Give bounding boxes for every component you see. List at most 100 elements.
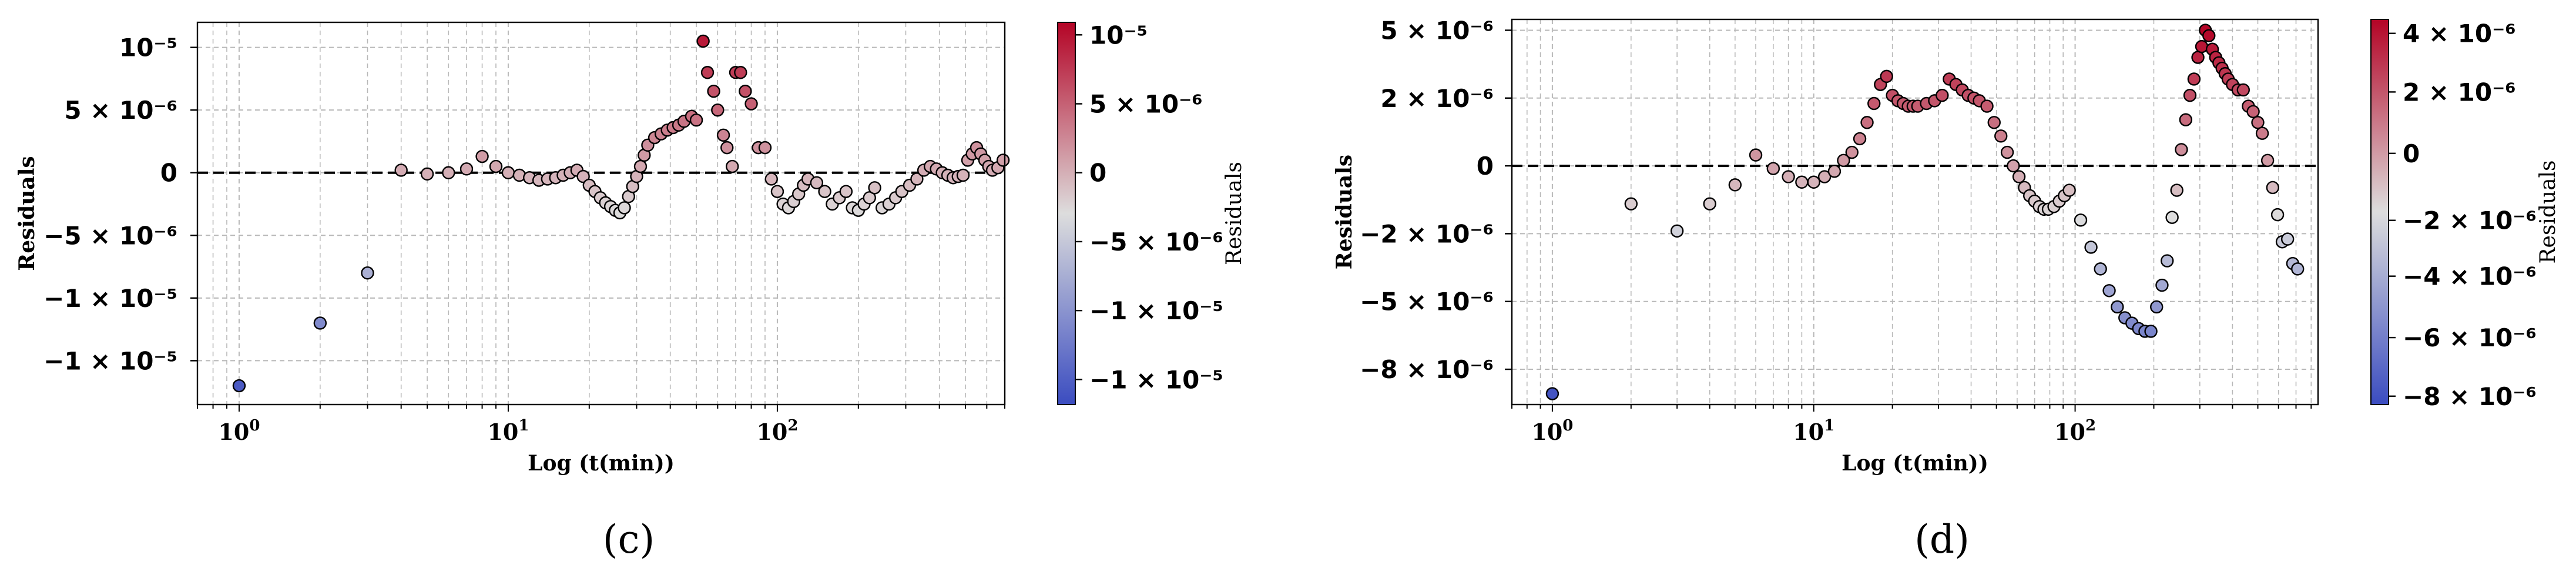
data-point bbox=[726, 159, 739, 173]
data-point bbox=[863, 191, 876, 205]
x-tick-base: 10 bbox=[756, 419, 787, 445]
data-point bbox=[734, 66, 747, 79]
data-point bbox=[818, 185, 831, 198]
data-point bbox=[1827, 165, 1842, 178]
colorbar bbox=[2370, 19, 2389, 405]
data-point bbox=[313, 316, 327, 330]
colorbar-tick-label: 0 bbox=[2403, 139, 2420, 168]
data-point bbox=[2144, 325, 2158, 338]
data-point bbox=[2202, 29, 2216, 42]
data-point bbox=[459, 162, 474, 176]
x-tick-base: 10 bbox=[1793, 419, 1824, 445]
data-point bbox=[689, 113, 703, 127]
x-tick-base: 10 bbox=[2054, 419, 2085, 445]
data-point bbox=[868, 181, 881, 195]
data-point bbox=[696, 34, 710, 48]
data-point bbox=[910, 172, 924, 186]
colorbar-tick-label: 2 × 10⁻⁶ bbox=[2403, 78, 2516, 106]
data-point bbox=[1545, 387, 1559, 400]
plot-frame bbox=[1511, 18, 2319, 406]
x-tick-label: 100 bbox=[1531, 417, 1573, 445]
data-point bbox=[1728, 178, 1742, 192]
data-point bbox=[810, 176, 824, 189]
chart-panel: 10⁻⁵ 5 × 10⁻⁶ 0 −5 × 10⁻⁶ −1 × 10⁻⁵ −1 × 10⁻⁵… bbox=[15, 21, 1246, 562]
data-point bbox=[2084, 240, 2098, 254]
colorbar-tick-label: 10⁻⁵ bbox=[1089, 21, 1148, 49]
data-point bbox=[232, 379, 246, 393]
y-tick-label: 0 bbox=[1477, 152, 1494, 181]
data-point bbox=[1853, 132, 1867, 146]
data-point bbox=[2260, 153, 2275, 168]
data-point bbox=[1994, 129, 2008, 143]
data-point bbox=[2102, 284, 2116, 298]
colorbar-tick-label: −2 × 10⁻⁶ bbox=[2403, 206, 2537, 235]
x-tick-base: 10 bbox=[218, 419, 249, 445]
data-point bbox=[1782, 170, 1795, 183]
data-point bbox=[996, 153, 1010, 167]
colorbar-tick-label: 4 × 10⁻⁶ bbox=[2403, 19, 2516, 48]
colorbar-tick-label: 5 × 10⁻⁶ bbox=[1089, 90, 1203, 119]
data-point bbox=[2251, 116, 2265, 129]
colorbar-tick-label: −4 × 10⁻⁶ bbox=[2403, 262, 2537, 291]
x-tick-label: 102 bbox=[756, 417, 798, 445]
y-axis-label: Residuals bbox=[15, 156, 39, 270]
y-tick-label: −1 × 10⁻⁵ bbox=[43, 346, 177, 375]
data-point bbox=[2175, 143, 2188, 156]
data-point bbox=[2165, 211, 2179, 224]
colorbar-label: Residuals bbox=[1222, 162, 1246, 265]
data-point bbox=[720, 141, 734, 155]
y-tick-label: −5 × 10⁻⁶ bbox=[1360, 288, 1494, 316]
x-tick-exponent: 0 bbox=[1562, 417, 1573, 435]
data-point bbox=[1749, 148, 1763, 162]
data-point bbox=[1845, 145, 1859, 159]
data-point bbox=[1703, 197, 1716, 211]
data-point bbox=[2000, 145, 2014, 159]
y-tick-label: 5 × 10⁻⁶ bbox=[1380, 16, 1494, 45]
x-tick-base: 10 bbox=[1531, 419, 1562, 445]
data-point bbox=[1987, 116, 2001, 129]
colorbar-tick-label: −6 × 10⁻⁶ bbox=[2403, 323, 2537, 352]
data-point bbox=[2074, 213, 2088, 227]
panel-label: (c) bbox=[603, 517, 655, 562]
data-point bbox=[2150, 300, 2164, 314]
x-axis-label: Log (t(min)) bbox=[1842, 451, 1988, 476]
data-point bbox=[1936, 88, 1949, 102]
data-point bbox=[700, 66, 715, 79]
panel-label: (d) bbox=[1914, 517, 1970, 562]
data-point bbox=[361, 266, 374, 280]
x-tick-exponent: 1 bbox=[518, 417, 529, 435]
colorbar-label: Residuals bbox=[2536, 160, 2560, 263]
y-tick-label: −2 × 10⁻⁶ bbox=[1360, 219, 1494, 248]
y-tick-label: 0 bbox=[160, 159, 177, 188]
data-point bbox=[2270, 208, 2285, 222]
data-point bbox=[1766, 162, 1780, 175]
data-point bbox=[2246, 105, 2260, 119]
colorbar bbox=[1057, 22, 1076, 405]
x-tick-exponent: 0 bbox=[249, 417, 260, 435]
data-point bbox=[2155, 278, 2169, 292]
data-point bbox=[2236, 83, 2250, 97]
colorbar-tick-label: −5 × 10⁻⁶ bbox=[1089, 228, 1223, 256]
data-point bbox=[2183, 88, 2197, 102]
x-tick-label: 102 bbox=[2054, 417, 2096, 445]
data-point bbox=[2012, 170, 2026, 183]
x-tick-label: 101 bbox=[487, 417, 529, 445]
data-point bbox=[2266, 181, 2280, 195]
x-tick-exponent: 1 bbox=[1824, 417, 1834, 435]
x-tick-base: 10 bbox=[487, 419, 518, 445]
colorbar-tick-label: −8 × 10⁻⁶ bbox=[2403, 382, 2537, 411]
data-point bbox=[618, 201, 631, 215]
data-point bbox=[2291, 262, 2305, 276]
data-point bbox=[1880, 69, 1893, 83]
x-tick-label: 100 bbox=[218, 417, 260, 445]
data-point bbox=[2280, 232, 2295, 246]
data-point bbox=[839, 185, 853, 198]
data-point bbox=[2179, 113, 2193, 126]
chart-panel: 5 × 10⁻⁶ 2 × 10⁻⁶ 0 −2 × 10⁻⁶ −5 × 10⁻⁶ −8 × … bbox=[1332, 16, 2560, 562]
x-tick-label: 101 bbox=[1793, 417, 1834, 445]
data-point bbox=[2191, 51, 2205, 64]
data-point bbox=[770, 185, 784, 198]
data-point bbox=[1867, 96, 1881, 111]
data-point bbox=[716, 128, 730, 142]
